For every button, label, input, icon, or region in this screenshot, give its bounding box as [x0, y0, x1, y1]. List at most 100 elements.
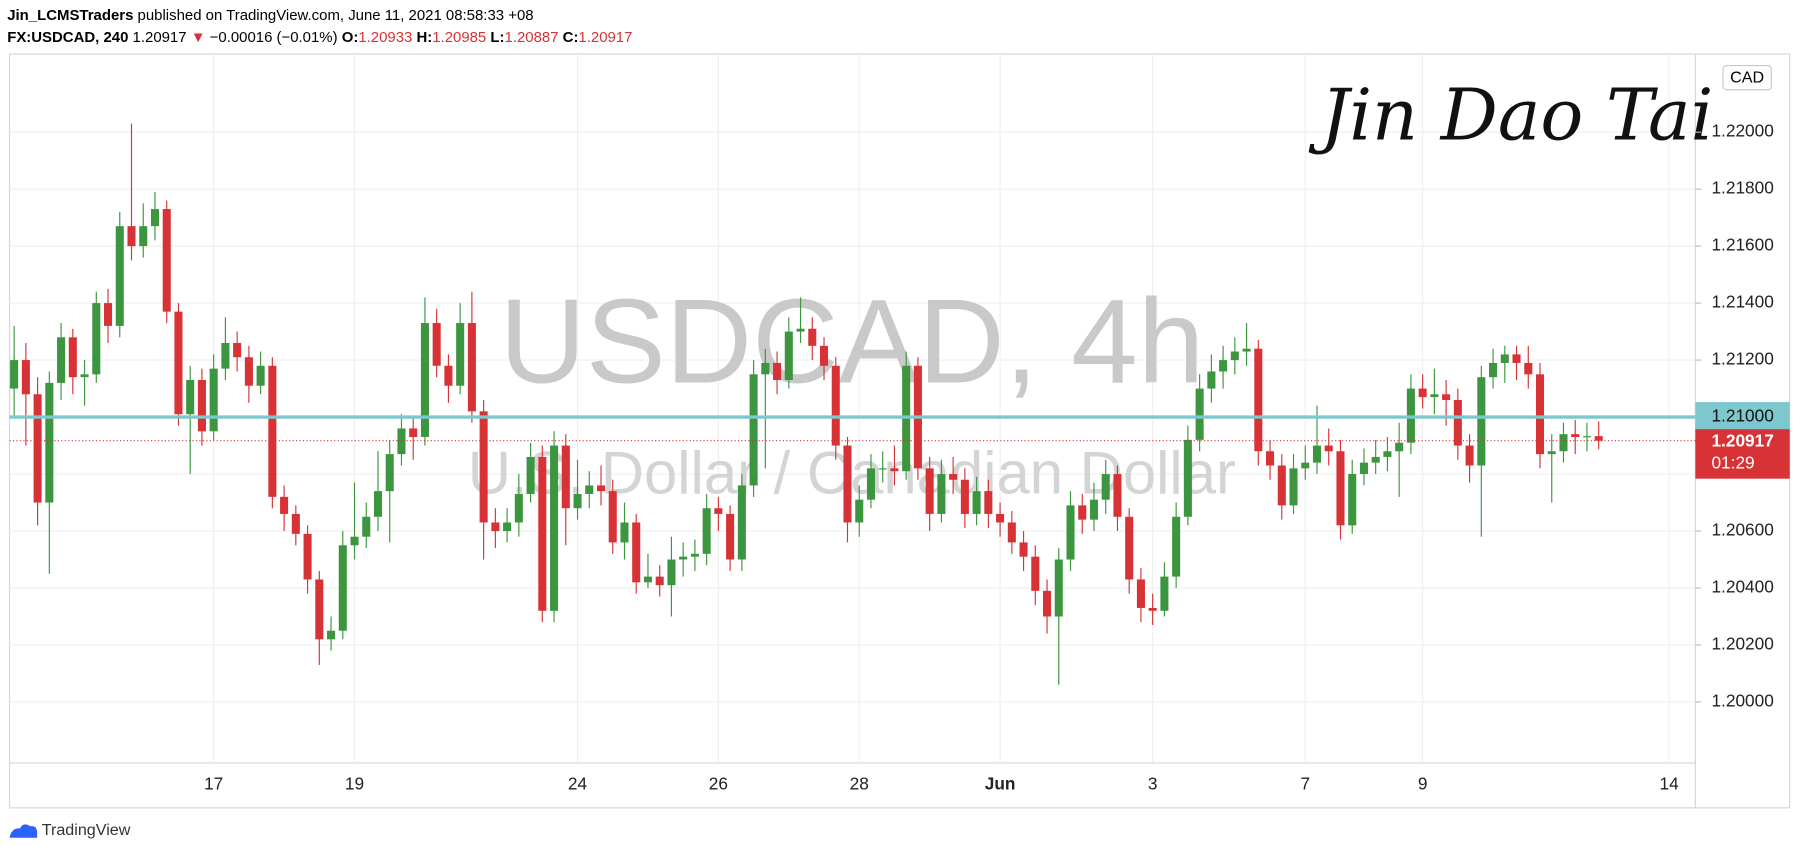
- candle-body: [690, 553, 699, 557]
- candle-body: [1019, 542, 1028, 557]
- candle-body: [1489, 362, 1498, 378]
- candle-body: [1125, 516, 1134, 580]
- candle-body: [643, 576, 652, 583]
- candle-body: [1336, 451, 1345, 526]
- candle-body: [420, 323, 429, 438]
- candle-body: [45, 382, 54, 503]
- candle-body: [1078, 505, 1087, 520]
- x-tick-label: Jun: [985, 773, 1016, 793]
- candle-body: [1312, 445, 1322, 463]
- last-price-tag: [1695, 429, 1790, 479]
- candle-body: [831, 365, 840, 446]
- candle-body: [784, 331, 793, 381]
- candle-body: [702, 508, 711, 554]
- x-tick-label: 19: [345, 773, 364, 793]
- candle-body: [174, 311, 183, 415]
- candle-body: [1453, 399, 1462, 446]
- candle-body: [1101, 474, 1110, 500]
- candle-body: [491, 522, 500, 532]
- published: published on TradingView.com, June 11, 2…: [138, 7, 534, 24]
- candle-body: [925, 468, 934, 514]
- candle-body: [221, 342, 230, 369]
- candle-body: [244, 357, 253, 386]
- candle-body: [1512, 354, 1521, 363]
- candle-body: [127, 226, 136, 247]
- candle-body: [1524, 362, 1533, 375]
- candle-body: [338, 545, 347, 631]
- candle-body: [561, 445, 570, 509]
- candle-body: [949, 474, 958, 480]
- candle-body: [1371, 456, 1380, 463]
- x-tick-label: 24: [568, 773, 588, 793]
- candle-body: [350, 536, 359, 546]
- candle-body: [714, 508, 723, 514]
- candle-body: [1594, 436, 1603, 441]
- candle-body: [972, 491, 981, 514]
- candle-body: [444, 365, 453, 386]
- currency: CAD: [1730, 69, 1764, 87]
- x-tick-label: 26: [709, 773, 728, 793]
- candle-body: [268, 365, 277, 497]
- footer-brand: TradingView: [42, 821, 131, 839]
- candle-body: [808, 328, 817, 346]
- candle-body: [209, 368, 218, 432]
- candle-body: [197, 380, 206, 432]
- candle-body: [432, 323, 441, 366]
- candle-body: [526, 456, 535, 494]
- candle-body: [162, 209, 171, 312]
- last-price-label: 1.20917: [1711, 430, 1773, 450]
- candle-body: [761, 362, 770, 375]
- x-tick-label: 7: [1300, 773, 1310, 793]
- candle-body: [80, 374, 89, 378]
- logo-icon: [9, 824, 38, 838]
- candle-body: [1136, 579, 1145, 608]
- y-tick-label: 1.21400: [1711, 292, 1773, 312]
- c-label: C:: [563, 29, 579, 46]
- candle-body: [1430, 394, 1439, 398]
- candle-body: [620, 522, 629, 543]
- candle-body: [1559, 434, 1568, 452]
- candle-body: [1242, 348, 1251, 352]
- x-tick-label: 9: [1418, 773, 1428, 793]
- candle-body: [1113, 474, 1122, 517]
- candle-body: [1500, 354, 1509, 363]
- candle-body: [303, 533, 312, 580]
- candle-body: [796, 328, 805, 332]
- candle-body: [456, 323, 465, 386]
- candle-body: [1007, 522, 1016, 543]
- candle-body: [291, 513, 300, 534]
- candle-body: [1465, 445, 1474, 466]
- candle-body: [585, 485, 594, 494]
- candle-body: [373, 491, 383, 517]
- x-tick-label: 28: [850, 773, 869, 793]
- candle-body: [878, 468, 887, 470]
- author: Jin_LCMSTraders: [7, 7, 133, 24]
- y-tick-label: 1.20200: [1711, 634, 1773, 654]
- y-tick-label: 1.20000: [1711, 691, 1773, 711]
- candle-body: [550, 445, 559, 611]
- l-label: L:: [490, 29, 504, 46]
- plot-area: [9, 123, 1696, 685]
- candle-body: [1418, 388, 1427, 398]
- candle-body: [737, 485, 746, 560]
- candle-body: [1348, 474, 1357, 526]
- candle-body: [467, 323, 476, 412]
- candle-body: [855, 499, 864, 523]
- candle-body: [280, 496, 289, 514]
- candle-body: [385, 454, 394, 492]
- candle-body: [186, 380, 195, 415]
- signature: Jin Dao Tai: [1309, 73, 1714, 156]
- candle-body: [1219, 360, 1228, 372]
- candle-body: [256, 365, 265, 386]
- candle-body: [1172, 516, 1181, 577]
- y-tick-label: 1.22000: [1711, 121, 1773, 141]
- candle-body: [538, 456, 547, 611]
- candle-body: [1160, 576, 1169, 611]
- candle-body: [960, 479, 969, 514]
- price-level-tag: [1695, 402, 1790, 433]
- o-label: O:: [342, 29, 359, 46]
- candle-body: [1148, 607, 1157, 611]
- candle-body: [514, 493, 523, 523]
